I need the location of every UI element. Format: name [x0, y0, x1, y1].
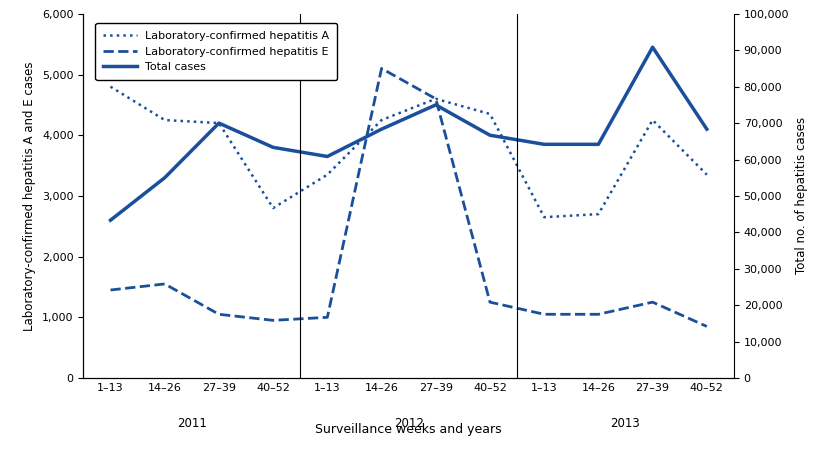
Laboratory-confirmed hepatitis E: [485, 299, 495, 305]
Laboratory-confirmed hepatitis E: [430, 96, 440, 101]
Laboratory-confirmed hepatitis A: [322, 172, 332, 177]
Laboratory-confirmed hepatitis A: [701, 172, 711, 177]
Line: Total cases: Total cases: [110, 47, 706, 220]
Laboratory-confirmed hepatitis E: [105, 287, 115, 293]
Laboratory-confirmed hepatitis A: [105, 84, 115, 89]
Total cases: [430, 102, 440, 108]
X-axis label: Surveillance weeks and years: Surveillance weeks and years: [315, 424, 502, 437]
Y-axis label: Laboratory-confirmed hepatitis A and E cases: Laboratory-confirmed hepatitis A and E c…: [23, 61, 37, 331]
Laboratory-confirmed hepatitis E: [701, 324, 711, 329]
Total cases: [485, 132, 495, 138]
Laboratory-confirmed hepatitis E: [322, 314, 332, 320]
Total cases: [322, 154, 332, 159]
Laboratory-confirmed hepatitis A: [376, 117, 386, 123]
Text: 2013: 2013: [610, 417, 641, 430]
Laboratory-confirmed hepatitis A: [430, 96, 440, 101]
Total cases: [159, 175, 169, 181]
Laboratory-confirmed hepatitis A: [159, 117, 169, 123]
Line: Laboratory-confirmed hepatitis E: Laboratory-confirmed hepatitis E: [110, 69, 706, 326]
Total cases: [647, 44, 657, 50]
Total cases: [376, 126, 386, 132]
Laboratory-confirmed hepatitis E: [268, 318, 278, 323]
Total cases: [701, 126, 711, 132]
Laboratory-confirmed hepatitis A: [485, 111, 495, 117]
Line: Laboratory-confirmed hepatitis A: Laboratory-confirmed hepatitis A: [110, 87, 706, 217]
Total cases: [105, 218, 115, 223]
Total cases: [268, 145, 278, 150]
Laboratory-confirmed hepatitis A: [593, 212, 603, 217]
Laboratory-confirmed hepatitis E: [214, 312, 224, 317]
Laboratory-confirmed hepatitis A: [214, 120, 224, 126]
Laboratory-confirmed hepatitis A: [539, 214, 549, 220]
Total cases: [539, 142, 549, 147]
Text: 2012: 2012: [394, 417, 424, 430]
Legend: Laboratory-confirmed hepatitis A, Laboratory-confirmed hepatitis E, Total cases: Laboratory-confirmed hepatitis A, Labora…: [95, 23, 338, 80]
Laboratory-confirmed hepatitis A: [647, 117, 657, 123]
Laboratory-confirmed hepatitis A: [268, 205, 278, 211]
Text: 2011: 2011: [177, 417, 207, 430]
Laboratory-confirmed hepatitis E: [647, 299, 657, 305]
Laboratory-confirmed hepatitis E: [593, 312, 603, 317]
Y-axis label: Total no. of hepatitis cases: Total no. of hepatitis cases: [795, 118, 807, 274]
Total cases: [593, 142, 603, 147]
Laboratory-confirmed hepatitis E: [539, 312, 549, 317]
Laboratory-confirmed hepatitis E: [159, 281, 169, 287]
Laboratory-confirmed hepatitis E: [376, 66, 386, 71]
Total cases: [214, 120, 224, 126]
